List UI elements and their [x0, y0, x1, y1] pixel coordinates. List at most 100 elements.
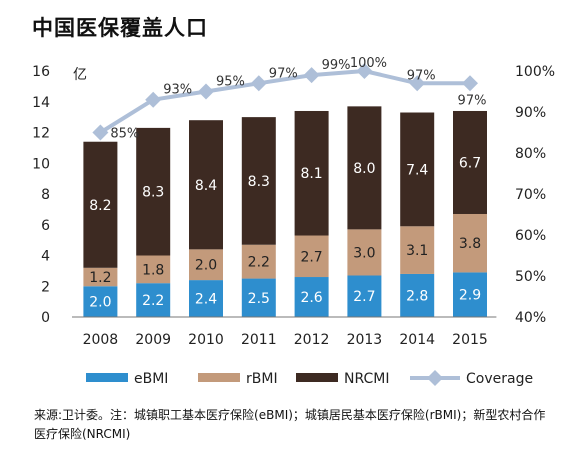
left-tick-label: 12 [32, 126, 50, 142]
bar-data-label: 3.1 [406, 243, 428, 259]
x-axis: 2008 2009 2010 2011 2012 2013 2014 2015 [72, 316, 497, 348]
chart-title: 中国医保覆盖人口 [32, 16, 208, 40]
bar-data-label: 2.7 [300, 249, 322, 265]
bar-data-label: 2.9 [459, 288, 481, 304]
bar-data-label: 6.7 [459, 155, 481, 171]
bar-data-label: 8.3 [142, 185, 164, 201]
bar-data-label: 8.0 [353, 161, 375, 177]
right-tick-label: 90% [515, 105, 546, 121]
left-tick-label: 16 [32, 64, 50, 80]
bar-ebmi [347, 275, 382, 317]
bar-nrcmi [83, 141, 118, 268]
legend-swatch-rbmi [198, 373, 240, 382]
bar-data-label: 8.2 [89, 198, 111, 214]
bar-nrcmi [294, 110, 329, 236]
x-tick-label: 2014 [399, 332, 435, 348]
bar-ebmi [136, 283, 171, 317]
left-axis-unit-label: 亿 [73, 67, 87, 83]
bar-rbmi [241, 244, 276, 279]
right-axis: 40% 50% 60% 70% 80% 90% 100% [515, 64, 555, 326]
coverage-point [250, 75, 267, 92]
coverage-point [356, 63, 373, 79]
left-axis: 0 2 4 6 8 10 12 14 16 亿 [32, 64, 87, 326]
legend-label: NRCMI [344, 371, 390, 387]
bar-data-label: 2.4 [195, 292, 217, 308]
coverage-data-label: 97% [458, 93, 487, 108]
coverage-data-label: 100% [350, 56, 387, 71]
bar-data-label: 1.2 [89, 270, 111, 286]
x-tick-label: 2015 [452, 332, 488, 348]
bar-group: 2.0 1.2 8.2 2.2 1.8 8.3 2.4 2.0 8.4 2.5 2.2 8.3 2.6 2… [83, 106, 487, 317]
bar-data-label: 2.7 [353, 289, 375, 305]
left-tick-label: 6 [41, 218, 50, 234]
x-tick-label: 2008 [83, 332, 119, 348]
bar-rbmi [189, 249, 223, 281]
bar-data-label: 2.8 [406, 288, 428, 304]
coverage-line [99, 69, 470, 135]
bar-data-label: 2.0 [89, 295, 111, 311]
bar-rbmi [136, 255, 171, 284]
bar-data-label: 3.8 [459, 236, 481, 252]
coverage-point [92, 124, 109, 141]
legend-marker-coverage [427, 370, 443, 386]
right-tick-label: 100% [515, 64, 555, 80]
bar-ebmi [453, 272, 487, 317]
coverage-line-group: 85% 93% 95% 97% 99% 100% 97% 97% [92, 56, 486, 142]
legend-swatch-ebmi [86, 373, 128, 382]
bar-ebmi [294, 277, 329, 317]
right-tick-label: 70% [515, 187, 546, 203]
legend-label: eBMI [134, 371, 168, 387]
bar-ebmi [83, 286, 118, 317]
coverage-data-label: 97% [269, 66, 298, 81]
bar-data-label: 2.5 [248, 291, 270, 307]
right-tick-label: 60% [515, 228, 546, 244]
coverage-data-label: 99% [322, 58, 351, 73]
coverage-point [145, 91, 162, 108]
bar-data-label: 2.2 [142, 293, 164, 309]
bar-nrcmi [241, 117, 276, 245]
coverage-data-label: 85% [110, 127, 139, 142]
coverage-data-label: 97% [407, 68, 436, 83]
bar-rbmi [83, 267, 118, 287]
left-tick-label: 10 [32, 156, 50, 172]
bar-nrcmi [136, 127, 171, 256]
bar-nrcmi [189, 120, 223, 250]
coverage-point [409, 75, 426, 92]
x-tick-label: 2010 [188, 332, 224, 348]
left-tick-label: 4 [41, 249, 50, 265]
bar-rbmi [400, 226, 435, 274]
bar-rbmi [453, 213, 487, 273]
bar-data-label: 8.4 [195, 178, 217, 194]
bar-nrcmi [347, 106, 382, 230]
coverage-point [198, 83, 214, 100]
left-tick-label: 2 [41, 279, 50, 295]
bar-data-label: 8.3 [248, 174, 270, 190]
legend-label: rBMI [246, 371, 278, 387]
legend-label: Coverage [466, 371, 533, 387]
right-tick-label: 80% [515, 146, 546, 162]
bar-data-label: 7.4 [406, 162, 428, 178]
x-tick-label: 2011 [241, 332, 277, 348]
bar-data-label: 2.0 [195, 258, 217, 274]
bar-nrcmi [400, 112, 435, 227]
left-tick-label: 8 [41, 187, 50, 203]
source-note: 来源:卫计委。注：城镇职工基本医疗保险(eBMI)；城镇居民基本医疗保险(rBM… [34, 408, 546, 441]
legend: eBMI rBMI NRCMI Coverage [86, 370, 533, 387]
left-tick-label: 14 [32, 95, 50, 111]
coverage-point [303, 67, 320, 84]
coverage-point [462, 75, 478, 92]
bar-ebmi [189, 280, 223, 317]
coverage-data-label: 93% [163, 83, 192, 98]
x-tick-label: 2009 [135, 332, 171, 348]
chart: 0 2 4 6 8 10 12 14 16 亿 40% 50% 60% 70% 80% 90% 100% 2.… [32, 56, 555, 387]
bar-data-label: 1.8 [142, 262, 164, 278]
bar-data-label: 2.6 [300, 290, 322, 306]
bar-rbmi [294, 235, 329, 278]
right-tick-label: 50% [515, 269, 546, 285]
bar-data-label: 3.0 [353, 245, 375, 261]
bar-data-label: 2.2 [248, 255, 270, 271]
bar-ebmi [400, 273, 435, 317]
x-tick-label: 2012 [294, 332, 330, 348]
bar-data-label: 8.1 [300, 166, 322, 182]
legend-swatch-nrcmi [296, 373, 338, 382]
